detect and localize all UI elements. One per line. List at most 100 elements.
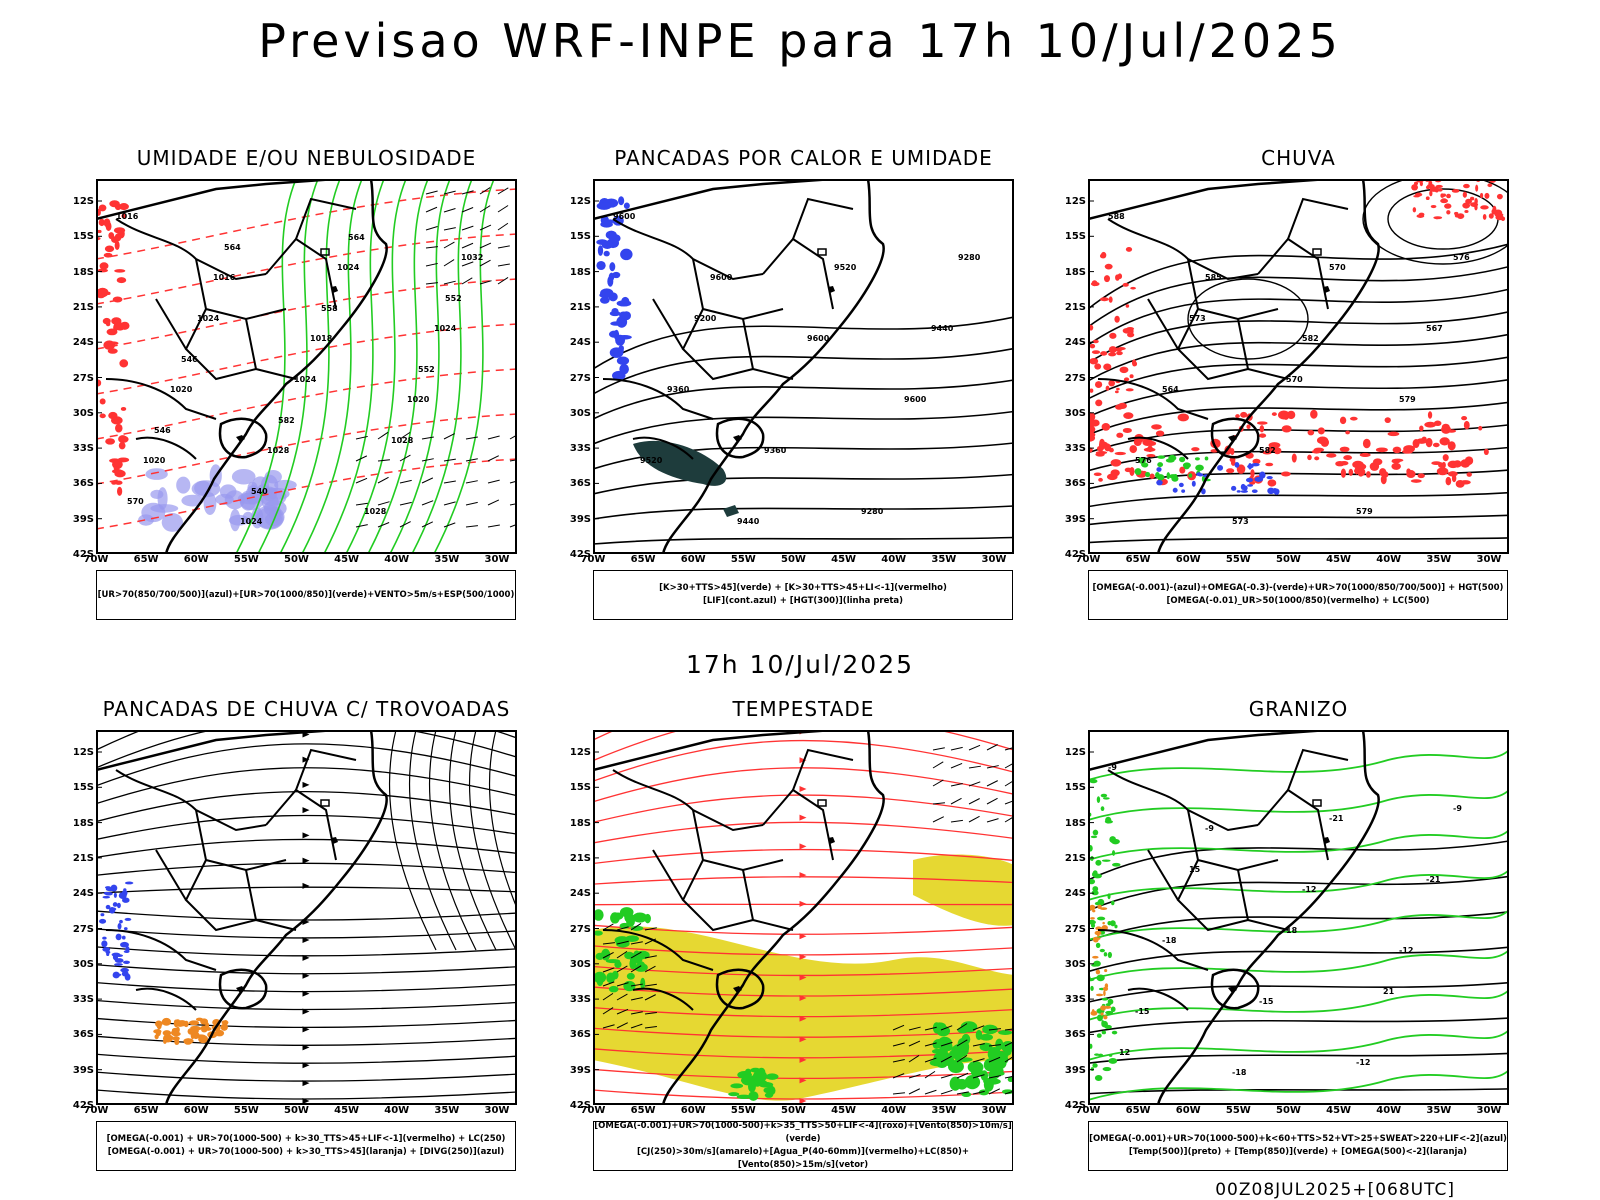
field-cell <box>626 972 635 980</box>
latitude-tick-label: 18S <box>569 817 591 829</box>
temp850-contour <box>1088 749 1509 781</box>
wind-vector <box>972 1025 985 1031</box>
field-cell <box>1104 820 1113 824</box>
field-cell <box>1004 1049 1012 1056</box>
field-cell <box>1226 468 1235 474</box>
field-cell <box>109 200 120 208</box>
forecast-map <box>96 730 517 1105</box>
field-cell <box>1434 216 1440 220</box>
streamline-arrow <box>302 882 310 889</box>
field-cell <box>1427 411 1433 419</box>
wind-vector <box>968 781 981 787</box>
latitude-tick-label: 24S <box>1064 337 1086 349</box>
wind-vector <box>377 431 389 440</box>
wind-vector <box>602 992 614 1001</box>
wind-vector <box>497 277 509 285</box>
streamline-arrow <box>799 757 807 764</box>
field-cell <box>603 250 610 257</box>
wind-vector <box>630 951 642 959</box>
wind-vector <box>986 744 998 751</box>
field-cell <box>1430 204 1437 209</box>
wind-vector <box>443 501 456 506</box>
legend-line: [UR>70(850/700/500)](azul)+[UR>70(1000/8… <box>97 589 515 600</box>
streamline <box>96 928 517 939</box>
panel-title: TEMPESTADE <box>732 697 875 721</box>
wind-vector <box>421 436 434 440</box>
latitude-tick-label: 21S <box>72 852 94 864</box>
wind-vector <box>950 819 963 823</box>
field-cell <box>1109 836 1117 843</box>
field-cell <box>1116 351 1123 356</box>
field-cell <box>1268 442 1281 449</box>
latitude-tick-label: 42S <box>569 549 591 560</box>
streamline <box>593 730 1014 762</box>
field-cell <box>1145 471 1151 478</box>
latitude-tick-label: 21S <box>569 301 591 313</box>
field-cell <box>1177 413 1189 422</box>
field-cell <box>1104 1024 1112 1030</box>
wind-vector <box>487 499 500 506</box>
latitude-tick-label: 42S <box>72 549 94 560</box>
wind-vector <box>461 225 474 231</box>
longitude-tick-label: 55W <box>1225 1105 1251 1116</box>
field-cell <box>1091 280 1098 287</box>
field-cell <box>611 970 619 980</box>
field-cell <box>1246 424 1251 430</box>
field-cell <box>1354 466 1359 475</box>
field-cell <box>154 1034 159 1040</box>
field-cell <box>1204 456 1209 461</box>
field-cell <box>609 262 616 272</box>
legend-line: [OMEGA(-0.001) + UR>70(1000-500) + k>30_… <box>106 1134 506 1144</box>
contour-label: 9280 <box>861 507 884 516</box>
field-cell <box>1236 464 1246 474</box>
latitude-tick-label: 33S <box>72 994 94 1006</box>
longitude-tick-label: 35W <box>434 554 460 565</box>
contour-label: 570 <box>1329 263 1346 272</box>
field-cell <box>1428 180 1433 187</box>
field-cell <box>1174 474 1178 478</box>
field-cell <box>1488 213 1494 219</box>
field-cell <box>120 967 129 973</box>
streamline <box>593 924 1014 935</box>
contour-label: 9360 <box>667 385 690 394</box>
legend-line: [OMEGA(-0.001)-(azul)+OMEGA(-0.3)-(verde… <box>1092 583 1504 593</box>
streamline <box>96 1035 517 1046</box>
streamline <box>593 876 1014 885</box>
field-cell <box>1089 904 1096 911</box>
streamline-arrow <box>799 1056 807 1063</box>
field-cell <box>1117 347 1126 351</box>
latitude-tick-label: 27S <box>1064 372 1086 384</box>
contour-line <box>1088 875 1509 912</box>
field-cell <box>1419 425 1424 432</box>
longitude-tick-label: 65W <box>630 1105 656 1116</box>
field-cell <box>1100 793 1108 798</box>
contour-line <box>1088 265 1509 328</box>
longitude-tick-label: 35W <box>1426 1105 1452 1116</box>
field-cell <box>1424 421 1437 428</box>
contour-line <box>1088 981 1509 1003</box>
field-cell <box>1123 377 1130 382</box>
field-cell <box>1107 893 1111 900</box>
field-cell <box>1259 425 1265 433</box>
wind-vector <box>602 942 615 945</box>
field-cell <box>176 476 191 494</box>
streamline <box>96 838 517 859</box>
field-cell <box>1172 487 1178 493</box>
contour-label: 9600 <box>807 334 830 343</box>
temp850-contour <box>1088 789 1509 821</box>
contour-label: 564 <box>348 233 365 242</box>
wind-vector <box>968 744 981 751</box>
wind-vector <box>940 1089 953 1095</box>
wind-vector <box>443 522 456 528</box>
field-cell <box>1101 423 1111 431</box>
field-cell <box>1461 416 1468 421</box>
streamline <box>593 794 1014 823</box>
field-cell <box>261 492 279 511</box>
wind-vector <box>1004 746 1014 751</box>
wind-vector <box>616 993 628 1001</box>
temp850-contour <box>1088 989 1509 1021</box>
wind-vector <box>932 761 944 769</box>
field-cell <box>121 213 127 219</box>
field-cell <box>1462 202 1471 209</box>
field-cell <box>1411 184 1419 191</box>
